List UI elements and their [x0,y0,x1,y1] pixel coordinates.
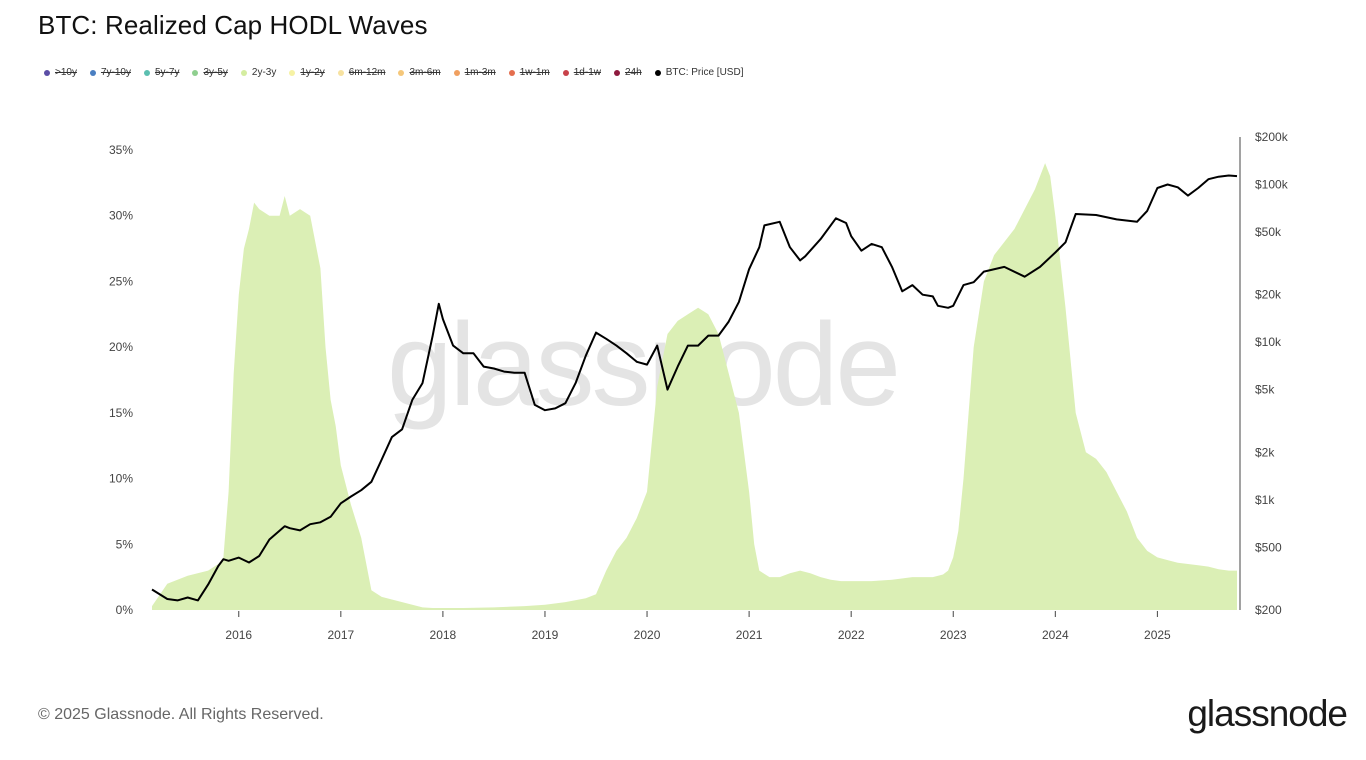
legend-dot-icon [398,69,405,76]
glassnode-logo[interactable]: glassnode [1187,693,1348,734]
legend-dot-icon [614,69,620,76]
legend-label: 3y-5y [203,67,228,78]
legend-item[interactable]: 2y-3y [240,67,277,78]
x-tick-label: 2017 [327,628,354,642]
legend-label: 1m-3m [464,67,496,78]
area-layer [152,163,1237,610]
legend-item[interactable]: 24h [614,67,642,78]
x-tick-label: 2021 [736,628,763,642]
x-tick-label: 2024 [1042,628,1069,642]
y-right-tick-label: $1k [1255,493,1275,507]
legend-label: 1y-2y [300,67,325,78]
legend-item[interactable]: BTC: Price [USD] [654,67,744,78]
legend-dot-icon [562,69,569,76]
legend-item[interactable]: 5y-7y [143,67,180,78]
y-right-tick-label: $500 [1255,540,1282,554]
price-line-layer [151,174,1238,602]
y-right-tick-label: $10k [1255,335,1282,349]
footer-copyright: © 2025 Glassnode. All Rights Reserved. [38,706,324,723]
y-right-tick-label: $200 [1255,603,1282,617]
legend-dot-icon [44,69,50,76]
y-left-tick-label: 35% [109,143,133,157]
y-right-tick-label: $100k [1255,177,1289,191]
legend-label: 5y-7y [154,67,180,78]
legend-item[interactable]: 6m-12m [337,67,386,78]
y-left-tick-label: 0% [116,603,134,617]
x-tick-label: 2022 [838,628,865,642]
series-line-btc-price [151,174,1238,602]
x-tick-label: 2023 [940,628,967,642]
legend-label: 1d-1w [573,67,601,78]
legend-label: 2y-3y [251,67,277,78]
y-right-tick-label: $20k [1255,288,1282,302]
y-left-tick-label: 25% [109,274,133,288]
y-axis-right: $200 $500 $1k $2k $5k $10k $20k $50k $100k $200k [1255,130,1289,617]
legend-label: 1w-1m [519,67,550,78]
x-tick-label: 2020 [634,628,661,642]
legend-dot-icon [654,69,661,76]
watermark: glassnode [387,299,898,431]
y-right-tick-label: $5k [1255,383,1275,397]
legend-dot-icon [143,69,150,76]
legend-item[interactable]: 1y-2y [289,67,325,78]
x-tick-label: 2016 [225,628,252,642]
y-right-tick-label: $2k [1255,445,1275,459]
legend-dot-icon [289,69,296,76]
legend-item[interactable]: 7y-10y [89,67,131,78]
legend-label: >10y [55,67,77,78]
legend-label: 24h [625,67,642,78]
legend-label: 3m-6m [409,67,441,78]
x-tick-label: 2025 [1144,628,1171,642]
legend-dot-icon [240,69,247,76]
x-tick-label: 2019 [532,628,559,642]
legend-item[interactable]: 1m-3m [453,67,496,78]
y-right-tick-label: $200k [1255,130,1289,144]
legend-item[interactable]: 1w-1m [508,67,550,78]
y-axis-left: 0% 5% 10% 15% 20% 25% 30% 35% [109,143,133,617]
y-left-tick-label: 5% [116,537,134,551]
legend-dot-icon [337,69,344,76]
y-right-tick-label: $50k [1255,225,1282,239]
y-left-tick-label: 20% [109,340,133,354]
y-left-tick-label: 10% [109,472,133,486]
legend-dot-icon [192,69,199,76]
x-tick-label: 2018 [430,628,457,642]
y-left-tick-label: 30% [109,209,133,223]
legend-item[interactable]: 1d-1w [562,67,601,78]
legend-item[interactable]: 3y-5y [192,67,228,78]
chart-svg: glassnode 2016 2017 2018 2019 2020 2021 2022 20… [109,130,1289,642]
legend-label: 6m-12m [348,67,386,78]
legend-dot-icon [89,69,96,76]
chart-legend: >10y 7y-10y 5y-7y 3y-5y 2y-3y 1y-2y 6m-12m 3m-6… [44,67,756,78]
y-left-tick-label: 15% [109,406,133,420]
x-axis: 2016 2017 2018 2019 2020 2021 2022 2023 2024 2025 [225,611,1171,642]
legend-dot-icon [508,69,515,76]
legend-item[interactable]: 3m-6m [398,67,441,78]
legend-dot-icon [453,69,460,76]
legend-label: BTC: Price [USD] [665,67,744,78]
series-area-2y-3y [152,163,1237,610]
legend-label: 7y-10y [100,67,131,78]
legend-item[interactable]: >10y [44,67,77,78]
chart-title: BTC: Realized Cap HODL Waves [38,10,428,40]
